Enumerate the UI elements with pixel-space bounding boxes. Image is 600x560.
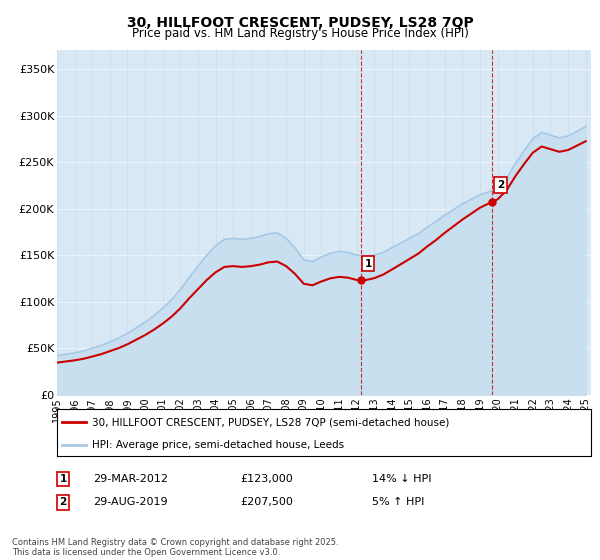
- Text: HPI: Average price, semi-detached house, Leeds: HPI: Average price, semi-detached house,…: [92, 440, 344, 450]
- Text: £123,000: £123,000: [240, 474, 293, 484]
- Text: 29-MAR-2012: 29-MAR-2012: [93, 474, 168, 484]
- Text: 2: 2: [59, 497, 67, 507]
- Text: 5% ↑ HPI: 5% ↑ HPI: [372, 497, 424, 507]
- Text: 14% ↓ HPI: 14% ↓ HPI: [372, 474, 431, 484]
- Text: 30, HILLFOOT CRESCENT, PUDSEY, LS28 7QP (semi-detached house): 30, HILLFOOT CRESCENT, PUDSEY, LS28 7QP …: [92, 417, 449, 427]
- Text: 1: 1: [364, 259, 371, 269]
- Text: Price paid vs. HM Land Registry's House Price Index (HPI): Price paid vs. HM Land Registry's House …: [131, 27, 469, 40]
- Text: 2: 2: [497, 180, 504, 190]
- Text: 1: 1: [59, 474, 67, 484]
- Text: £207,500: £207,500: [240, 497, 293, 507]
- Text: Contains HM Land Registry data © Crown copyright and database right 2025.
This d: Contains HM Land Registry data © Crown c…: [12, 538, 338, 557]
- Text: 30, HILLFOOT CRESCENT, PUDSEY, LS28 7QP: 30, HILLFOOT CRESCENT, PUDSEY, LS28 7QP: [127, 16, 473, 30]
- Text: 29-AUG-2019: 29-AUG-2019: [93, 497, 167, 507]
